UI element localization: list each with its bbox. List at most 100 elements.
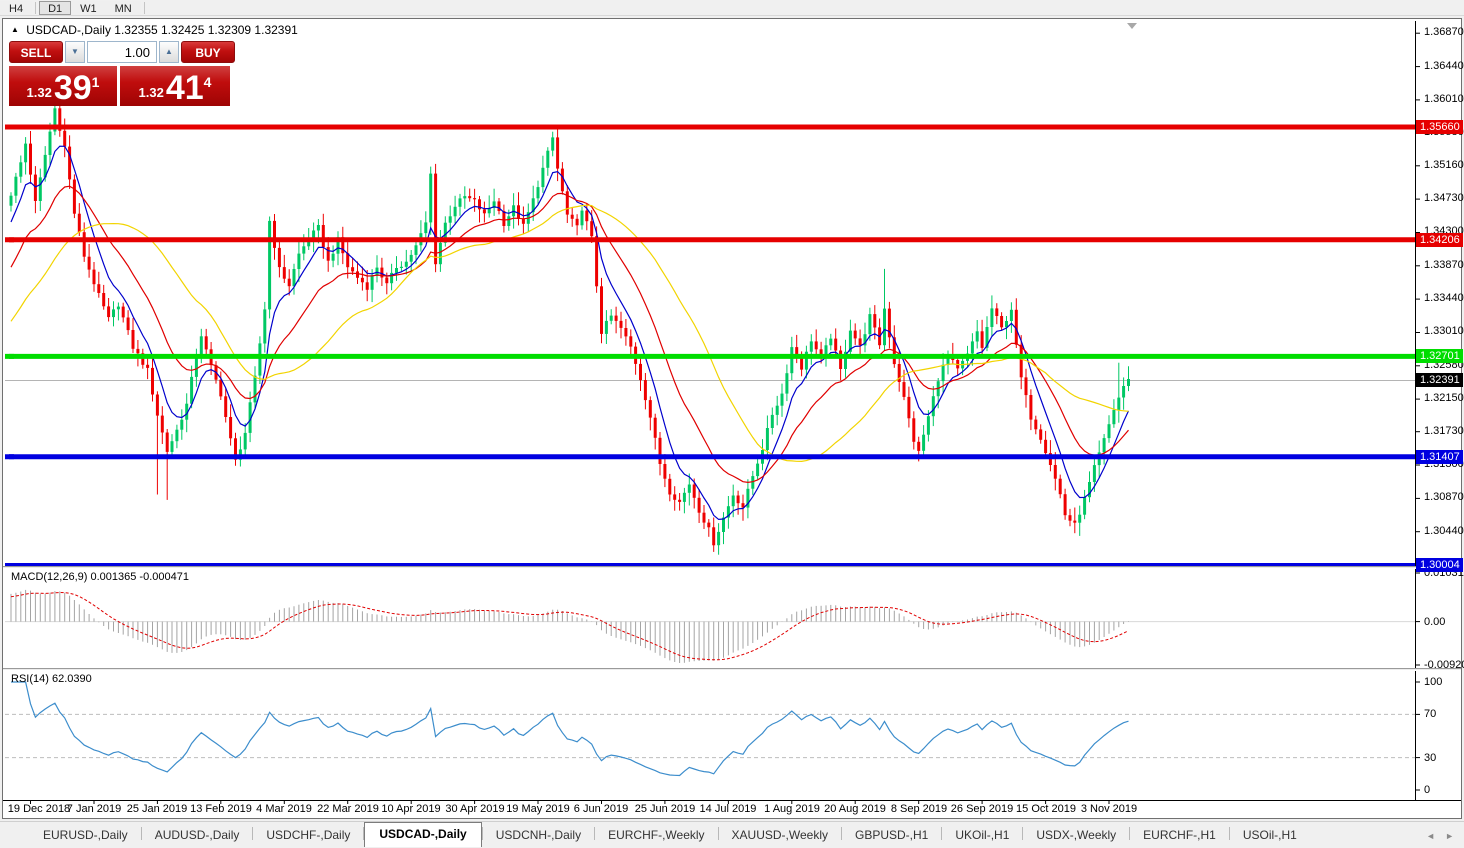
price-tick-label: 1.34730 — [1424, 192, 1464, 204]
period-button-h4[interactable]: H4 — [0, 0, 33, 15]
price-level-badge: 1.32701 — [1416, 349, 1463, 363]
rsi-tick-label: 0 — [1424, 784, 1431, 796]
volume-decrease-button[interactable]: ▼ — [65, 41, 85, 63]
symbol-tab-bar: EURUSD-,Daily AUDUSD-,Daily USDCHF-,Daily U… — [0, 821, 1464, 847]
price-tick-label: 1.30440 — [1424, 525, 1464, 537]
ask-price-prefix: 1.32 — [138, 85, 164, 100]
date-tick-label: 20 Aug 2019 — [824, 803, 886, 815]
tab-eurusd-daily[interactable]: EURUSD-,Daily — [43, 828, 128, 842]
pane-splitter-rsi[interactable] — [3, 668, 1461, 671]
chart-canvas[interactable] — [3, 19, 1461, 818]
candles-layer — [9, 101, 1130, 555]
date-tick-label: 15 Oct 2019 — [1016, 803, 1076, 815]
tabs-container: EURUSD-,Daily AUDUSD-,Daily USDCHF-,Daily U… — [30, 822, 1310, 847]
date-tick-label: 6 Jun 2019 — [573, 803, 629, 815]
tab-xauusd-weekly[interactable]: XAUUSD-,Weekly — [731, 828, 828, 842]
medium-ma-line — [10, 185, 1129, 484]
date-tick-label: 4 Mar 2019 — [256, 803, 312, 815]
date-tick-label: 13 Feb 2019 — [190, 803, 252, 815]
rsi-tick-label: 70 — [1424, 708, 1437, 720]
period-button-d1[interactable]: D1 — [39, 0, 72, 15]
price-level-badge: 1.34206 — [1416, 233, 1463, 247]
tab-scroll-right-icon[interactable]: ► — [1445, 831, 1454, 841]
period-button-mn[interactable]: MN — [105, 0, 141, 15]
tab-separator — [1129, 827, 1131, 840]
tab-ukoil-h1[interactable]: UKOil-,H1 — [955, 828, 1010, 842]
date-tick-label: 26 Sep 2019 — [950, 803, 1014, 815]
macd-signal-line — [10, 591, 1129, 661]
chart-shift-marker-icon — [1127, 23, 1137, 29]
tab-separator — [941, 827, 943, 840]
price-tick-label: 1.35160 — [1424, 159, 1464, 171]
price-tick-label: 1.36010 — [1424, 93, 1464, 105]
macd-tick-label: -0.009203 — [1424, 659, 1464, 671]
toolbar-separator — [143, 1, 145, 14]
price-tick-label: 1.33440 — [1424, 292, 1464, 304]
tab-eurchf-weekly[interactable]: EURCHF-,Weekly — [608, 828, 705, 842]
slow-ma-line — [10, 204, 1129, 463]
rsi-tick-label: 100 — [1424, 676, 1443, 688]
buy-button[interactable]: BUY — [181, 41, 235, 63]
date-tick-label: 19 Dec 2018 — [7, 803, 71, 815]
date-tick-label: 22 Mar 2019 — [317, 803, 379, 815]
rsi-line — [11, 681, 1129, 777]
tab-usdcnh-daily[interactable]: USDCNH-,Daily — [495, 828, 582, 842]
date-tick-label: 14 Jul 2019 — [699, 803, 757, 815]
tab-separator — [140, 827, 142, 840]
price-tick-label: 1.32150 — [1424, 392, 1464, 404]
tab-usoil-h1[interactable]: USOil-,H1 — [1242, 828, 1297, 842]
price-tick-label: 1.33870 — [1424, 259, 1464, 271]
pane-splitter-macd[interactable] — [3, 566, 1461, 569]
price-tick-label: 1.36440 — [1424, 60, 1464, 72]
date-tick-label: 25 Jan 2019 — [126, 803, 188, 815]
one-click-trading-panel: SELL ▼ ▲ BUY 1.32 39 1 1.32 41 4 — [9, 41, 235, 106]
price-tick-label: 1.30870 — [1424, 491, 1464, 503]
tab-separator — [717, 827, 719, 840]
date-tick-label: 19 May 2019 — [506, 803, 570, 815]
ask-quote-box[interactable]: 1.32 41 4 — [120, 66, 230, 106]
chart-title: ▲ USDCAD-,Daily 1.32355 1.32425 1.32309 … — [11, 23, 298, 37]
tab-separator — [594, 827, 596, 840]
tab-audusd-daily[interactable]: AUDUSD-,Daily — [154, 828, 240, 842]
chart-window: ▲ USDCAD-,Daily 1.32355 1.32425 1.32309 … — [2, 18, 1464, 819]
price-level-badge: 1.35660 — [1416, 120, 1463, 134]
macd-indicator-label: MACD(12,26,9) 0.001365 -0.000471 — [11, 571, 189, 583]
sell-button[interactable]: SELL — [9, 41, 63, 63]
tab-gbpusd-h1[interactable]: GBPUSD-,H1 — [855, 828, 929, 842]
tab-separator — [363, 827, 365, 840]
tab-separator — [841, 827, 842, 840]
current-price-badge: 1.32391 — [1416, 373, 1463, 387]
chart-symbol-label: USDCAD-,Daily — [26, 23, 111, 37]
collapse-panel-triangle-icon[interactable]: ▲ — [11, 25, 19, 34]
volume-increase-button[interactable]: ▲ — [159, 41, 179, 63]
price-level-badge: 1.31407 — [1416, 450, 1463, 464]
period-button-w1[interactable]: W1 — [71, 0, 106, 15]
volume-input[interactable] — [87, 41, 157, 63]
date-tick-label: 3 Nov 2019 — [1080, 803, 1138, 815]
bid-price-pip: 1 — [91, 74, 100, 90]
date-tick-label: 10 Apr 2019 — [381, 803, 441, 815]
date-tick-label: 8 Sep 2019 — [890, 803, 948, 815]
date-tick-label: 25 Jun 2019 — [634, 803, 696, 815]
rsi-tick-label: 30 — [1424, 752, 1437, 764]
tab-separator — [1022, 827, 1024, 840]
tab-separator — [481, 827, 483, 840]
tab-usdx-weekly[interactable]: USDX-,Weekly — [1036, 828, 1117, 842]
rsi-indicator-label: RSI(14) 62.0390 — [11, 673, 92, 685]
tab-scroll-arrows: ◄ ► — [1426, 831, 1454, 841]
tab-usdchf-daily[interactable]: USDCHF-,Daily — [266, 828, 351, 842]
date-tick-label: 1 Aug 2019 — [764, 803, 820, 815]
chart-ohlc-values: 1.32355 1.32425 1.32309 1.32391 — [114, 23, 298, 37]
tab-separator — [1228, 827, 1230, 840]
period-toolbar: H4 D1 W1 MN — [0, 0, 1464, 16]
bid-quote-box[interactable]: 1.32 39 1 — [9, 66, 117, 106]
tab-eurchf-h1[interactable]: EURCHF-,H1 — [1143, 828, 1216, 842]
tab-separator — [252, 827, 254, 840]
toolbar-separator — [35, 1, 37, 14]
bid-price-prefix: 1.32 — [26, 85, 52, 100]
tab-usdcad-daily[interactable]: USDCAD-,Daily — [364, 822, 482, 847]
tab-scroll-left-icon[interactable]: ◄ — [1426, 831, 1436, 841]
date-tick-label: 7 Jan 2019 — [66, 803, 122, 815]
price-tick-label: 1.36870 — [1424, 26, 1464, 38]
